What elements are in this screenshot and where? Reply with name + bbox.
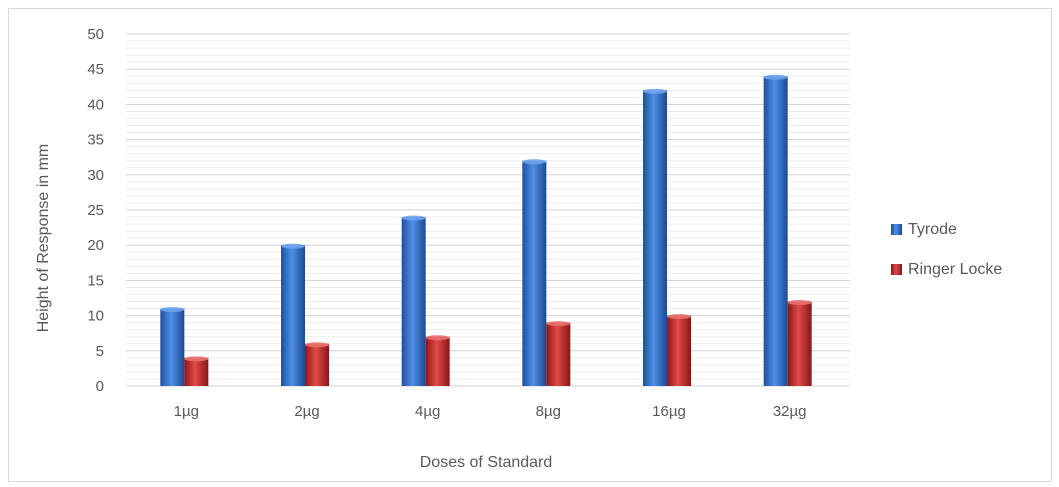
x-tick-label: 8µg	[536, 403, 561, 420]
bar-body	[763, 76, 788, 387]
y-axis-title: Height of Response in mm	[35, 144, 52, 333]
x-axis-title: Doses of Standard	[420, 454, 553, 471]
legend-label-tyrode: Tyrode	[908, 221, 957, 238]
legend: Tyrode Ringer Locke	[891, 221, 1002, 278]
y-tick-label: 0	[96, 378, 104, 395]
y-tick-label: 30	[87, 167, 104, 184]
bar-tyrode	[643, 88, 667, 386]
y-tick-label: 10	[87, 308, 104, 325]
y-tick-label: 15	[87, 272, 104, 289]
bar-top	[184, 356, 209, 362]
y-tick-label: 25	[87, 202, 104, 219]
legend-swatch-ringer-locke	[891, 264, 902, 275]
bar-body	[522, 160, 547, 386]
x-tick-label: 16µg	[652, 403, 686, 420]
y-tick-label: 50	[87, 26, 104, 43]
x-tick-label: 1µg	[174, 403, 199, 420]
bar-top	[160, 307, 185, 313]
bar-body	[787, 301, 812, 386]
bar-ringer-locke	[787, 300, 812, 386]
x-tick-label: 2µg	[294, 403, 319, 420]
x-tick-label: 32µg	[773, 403, 807, 420]
bar-ringer-locke	[184, 356, 209, 386]
y-tick-label: 20	[87, 237, 104, 254]
bar-top	[281, 243, 305, 249]
bar-ringer-locke	[425, 335, 450, 386]
y-tick-label: 45	[87, 61, 104, 78]
y-axis-ticks: 0 5 10 15 20 25 30 35 40 45 50	[87, 26, 104, 395]
y-tick-label: 35	[87, 132, 104, 149]
bar-tyrode	[522, 159, 547, 386]
bar-tyrode	[160, 307, 185, 386]
bar-body	[401, 217, 426, 386]
bar-top	[401, 215, 426, 221]
bar-body	[425, 336, 450, 386]
bars	[160, 74, 812, 387]
y-tick-label: 5	[96, 343, 104, 360]
bar-top	[522, 159, 547, 165]
bar-ringer-locke	[546, 321, 571, 386]
bar-body	[643, 90, 667, 386]
bar-body	[305, 343, 329, 386]
bar-tyrode	[763, 74, 788, 387]
y-tick-label: 40	[87, 96, 104, 113]
legend-label-ringer-locke: Ringer Locke	[908, 261, 1002, 278]
bar-ringer-locke	[667, 314, 691, 386]
bar-body	[160, 308, 185, 386]
bar-ringer-locke	[305, 342, 329, 386]
x-axis-ticks: 1µg 2µg 4µg 8µg 16µg 32µg	[174, 403, 807, 420]
bar-top	[667, 314, 691, 320]
bar-top	[787, 300, 812, 306]
bar-top	[425, 335, 450, 341]
bar-tyrode	[401, 215, 426, 386]
bar-top	[763, 74, 788, 80]
bar-top	[643, 88, 667, 94]
bar-body	[546, 322, 571, 386]
bar-top	[305, 342, 329, 348]
bar-top	[546, 321, 571, 327]
bar-body	[184, 357, 209, 386]
x-tick-label: 4µg	[415, 403, 440, 420]
bar-body	[281, 245, 305, 386]
bar-body	[667, 315, 691, 386]
legend-swatch-tyrode	[891, 224, 902, 235]
gridlines	[126, 33, 850, 387]
bar-tyrode	[281, 243, 305, 386]
